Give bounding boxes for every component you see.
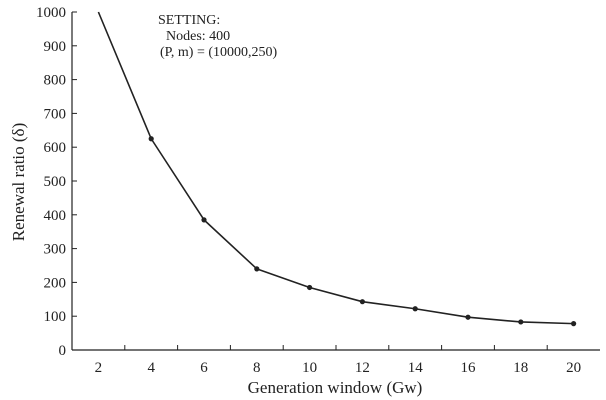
x-tick-label: 2 (95, 360, 103, 376)
x-tick-label: 6 (200, 360, 208, 376)
axes (71, 12, 600, 351)
data-point (465, 314, 471, 320)
x-tick-label: 8 (253, 360, 261, 376)
data-point (201, 217, 207, 223)
y-tick-label: 500 (44, 174, 67, 190)
settings-nodes: Nodes: 400 (166, 29, 230, 44)
data-point (571, 321, 577, 327)
x-tick-label: 18 (513, 360, 528, 376)
y-tick-label: 100 (44, 309, 67, 325)
y-axis-ticks: 0 100 200 300 400 500 600 700 800 900 1000 (36, 5, 77, 359)
data-point (148, 136, 154, 142)
y-tick-label: 800 (44, 73, 67, 89)
y-tick-label: 600 (44, 140, 67, 156)
y-tick-label: 900 (44, 39, 67, 55)
x-axis-ticks: 2 4 6 8 10 12 14 16 18 20 (95, 345, 581, 376)
y-tick-label: 0 (59, 343, 67, 359)
y-tick-label: 200 (44, 275, 67, 291)
x-tick-label: 20 (566, 360, 581, 376)
y-tick-label: 300 (44, 242, 67, 258)
series-line (97, 11, 574, 325)
settings-annotation: SETTING: Nodes: 400 (P, m) = (10000,250) (158, 13, 278, 60)
x-tick-label: 10 (302, 360, 317, 376)
x-tick-label: 16 (461, 360, 477, 376)
data-point (359, 299, 365, 305)
x-tick-label: 12 (355, 360, 370, 376)
x-tick-label: 14 (408, 360, 424, 376)
y-tick-label: 700 (44, 106, 67, 122)
data-point (518, 319, 524, 325)
y-tick-label: 1000 (36, 5, 66, 21)
y-axis-title: Renewal ratio (δ) (9, 123, 28, 241)
data-point (412, 306, 418, 312)
data-point (307, 284, 313, 291)
x-tick-label: 4 (147, 360, 155, 376)
y-tick-label: 400 (44, 208, 67, 224)
data-point (254, 266, 260, 272)
series-group (97, 11, 577, 327)
x-axis-title: Generation window (Gw) (248, 378, 423, 397)
settings-params: (P, m) = (10000,250) (160, 45, 278, 60)
settings-heading: SETTING: (158, 13, 220, 28)
